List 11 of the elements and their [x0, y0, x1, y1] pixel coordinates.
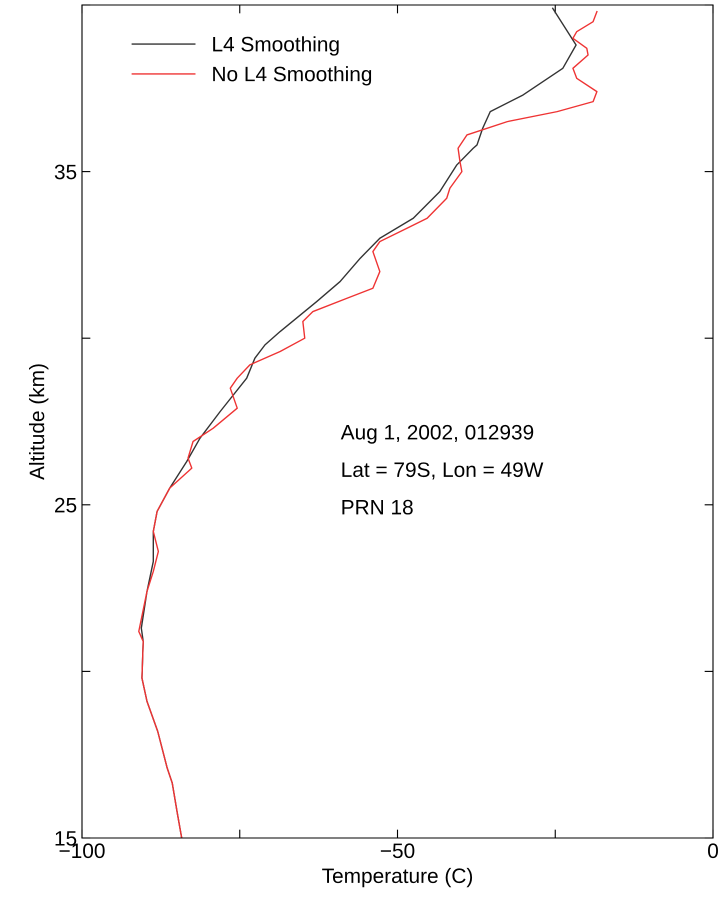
y-tick-label: 25 — [55, 498, 76, 513]
x-tick-label: 0 — [708, 843, 718, 858]
y-tick-label: 35 — [54, 164, 76, 180]
legend-label: No L4 Smoothing — [213, 66, 372, 86]
annotation: PRN 18 — [342, 500, 413, 515]
annotation: Lat = 79S, Lon = 49W — [342, 462, 544, 480]
legend-label: L4 Smoothing — [213, 36, 339, 56]
x-axis-title: Temperature (C) — [322, 868, 472, 888]
annotation: Aug 1, 2002, 012939 — [340, 424, 534, 444]
x-tick-label: −50 — [380, 843, 414, 858]
y-axis-title: Altitude (km) — [28, 364, 48, 480]
